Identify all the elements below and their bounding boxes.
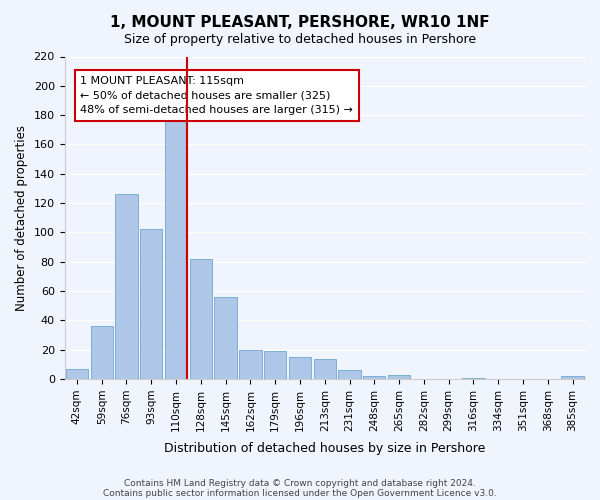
Bar — [239, 350, 262, 379]
Bar — [214, 297, 237, 379]
Bar — [91, 326, 113, 379]
Bar — [363, 376, 385, 379]
Text: 1, MOUNT PLEASANT, PERSHORE, WR10 1NF: 1, MOUNT PLEASANT, PERSHORE, WR10 1NF — [110, 15, 490, 30]
Bar — [463, 378, 485, 379]
Bar — [66, 369, 88, 379]
Y-axis label: Number of detached properties: Number of detached properties — [15, 125, 28, 311]
Bar — [190, 259, 212, 379]
Bar — [140, 230, 163, 379]
Bar — [289, 357, 311, 379]
Text: Size of property relative to detached houses in Pershore: Size of property relative to detached ho… — [124, 32, 476, 46]
Text: 1 MOUNT PLEASANT: 115sqm
← 50% of detached houses are smaller (325)
48% of semi-: 1 MOUNT PLEASANT: 115sqm ← 50% of detach… — [80, 76, 353, 116]
Bar — [264, 351, 286, 379]
Text: Contains HM Land Registry data © Crown copyright and database right 2024.: Contains HM Land Registry data © Crown c… — [124, 478, 476, 488]
Bar — [115, 194, 137, 379]
Bar — [562, 376, 584, 379]
Bar — [338, 370, 361, 379]
Text: Contains public sector information licensed under the Open Government Licence v3: Contains public sector information licen… — [103, 488, 497, 498]
Bar — [165, 114, 187, 379]
Bar — [388, 374, 410, 379]
Bar — [314, 358, 336, 379]
X-axis label: Distribution of detached houses by size in Pershore: Distribution of detached houses by size … — [164, 442, 485, 455]
